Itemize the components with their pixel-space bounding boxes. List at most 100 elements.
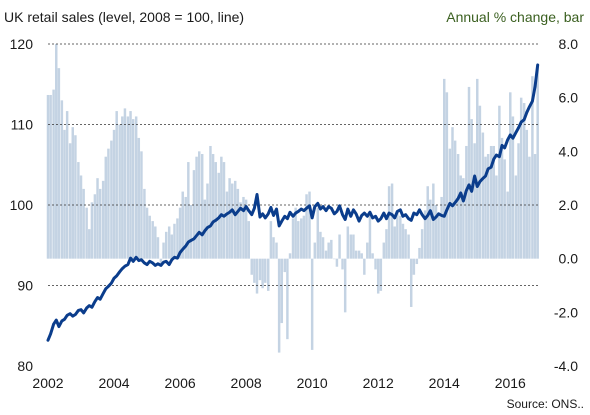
bar: [55, 44, 58, 259]
bar: [93, 194, 97, 259]
bar: [473, 143, 476, 259]
bar: [170, 234, 174, 259]
bar: [88, 229, 91, 259]
bar: [46, 94, 50, 259]
bar: [316, 207, 320, 259]
bar: [374, 258, 377, 270]
bar: [220, 156, 223, 259]
bar: [242, 196, 245, 259]
bar: [151, 221, 154, 259]
bar: [531, 76, 534, 259]
bar: [60, 100, 64, 259]
right-tick-label: 6.0: [559, 90, 579, 106]
bar: [305, 194, 308, 259]
bar: [269, 221, 273, 259]
x-tick-label: 2002: [32, 375, 63, 391]
x-tick-label: 2006: [165, 375, 196, 391]
bar: [308, 191, 311, 259]
bar: [341, 258, 344, 270]
bar: [173, 223, 176, 259]
bar: [297, 221, 300, 259]
bar: [112, 129, 116, 259]
bar: [225, 191, 229, 259]
bar: [145, 207, 149, 259]
bar: [415, 258, 419, 265]
chart-title-left: UK retail sales (level, 2008 = 100, line…: [4, 9, 244, 25]
bar: [253, 258, 256, 283]
bar: [486, 154, 490, 259]
bar: [368, 215, 372, 259]
bar: [346, 226, 350, 259]
bar: [68, 143, 72, 259]
bar: [65, 111, 69, 259]
bar: [401, 223, 405, 259]
bar: [418, 247, 421, 259]
bar: [434, 205, 438, 259]
bar: [321, 237, 325, 259]
bar: [302, 215, 306, 259]
bar: [426, 186, 429, 259]
bar: [49, 94, 52, 259]
bar: [154, 226, 157, 259]
bar: [360, 253, 363, 259]
bar: [79, 175, 83, 259]
bar: [500, 137, 504, 259]
bar: [74, 135, 77, 259]
bar: [209, 145, 212, 259]
bar: [129, 111, 132, 259]
bar: [335, 258, 339, 267]
bar: [429, 199, 432, 259]
bar: [459, 175, 462, 259]
bar: [352, 234, 355, 259]
bar: [184, 196, 187, 259]
bar: [456, 154, 460, 259]
bar: [528, 156, 531, 259]
bar: [283, 258, 286, 273]
bar: [399, 215, 402, 259]
bar: [104, 156, 108, 259]
bar: [214, 162, 217, 259]
bar: [159, 258, 163, 265]
bar: [506, 191, 509, 259]
bar: [443, 78, 446, 259]
bar: [250, 258, 253, 275]
bar: [465, 145, 468, 259]
bar: [200, 154, 204, 259]
x-tick-label: 2014: [429, 375, 460, 391]
bar: [363, 258, 366, 275]
x-tick-label: 2008: [231, 375, 262, 391]
bar: [409, 258, 413, 307]
bar: [189, 205, 193, 259]
bar: [357, 250, 361, 259]
bar-series: [46, 44, 539, 353]
right-tick-label: -4.0: [554, 358, 578, 374]
x-tick-label: 2012: [363, 375, 394, 391]
bar: [228, 178, 231, 259]
bar: [511, 116, 515, 259]
bar: [131, 119, 135, 259]
bar: [366, 242, 369, 259]
bar: [107, 148, 110, 259]
bar: [288, 253, 292, 259]
left-tick-label: 90: [17, 278, 33, 294]
bar: [420, 229, 424, 259]
bar: [481, 132, 485, 259]
bar: [115, 111, 118, 259]
bar: [118, 124, 121, 259]
bar: [390, 183, 394, 259]
bar: [423, 210, 427, 259]
left-tick-label: 80: [17, 358, 33, 374]
bar: [536, 65, 539, 259]
chart-title-right: Annual % change, bar: [446, 9, 584, 25]
right-tick-label: 0.0: [559, 251, 579, 267]
bar: [467, 86, 471, 259]
bar: [291, 218, 295, 259]
bar: [432, 183, 435, 259]
bar: [445, 92, 449, 259]
bar: [137, 137, 141, 259]
bar: [327, 242, 330, 259]
bar: [255, 258, 259, 294]
bar: [379, 258, 383, 291]
right-tick-label: -2.0: [554, 304, 578, 320]
